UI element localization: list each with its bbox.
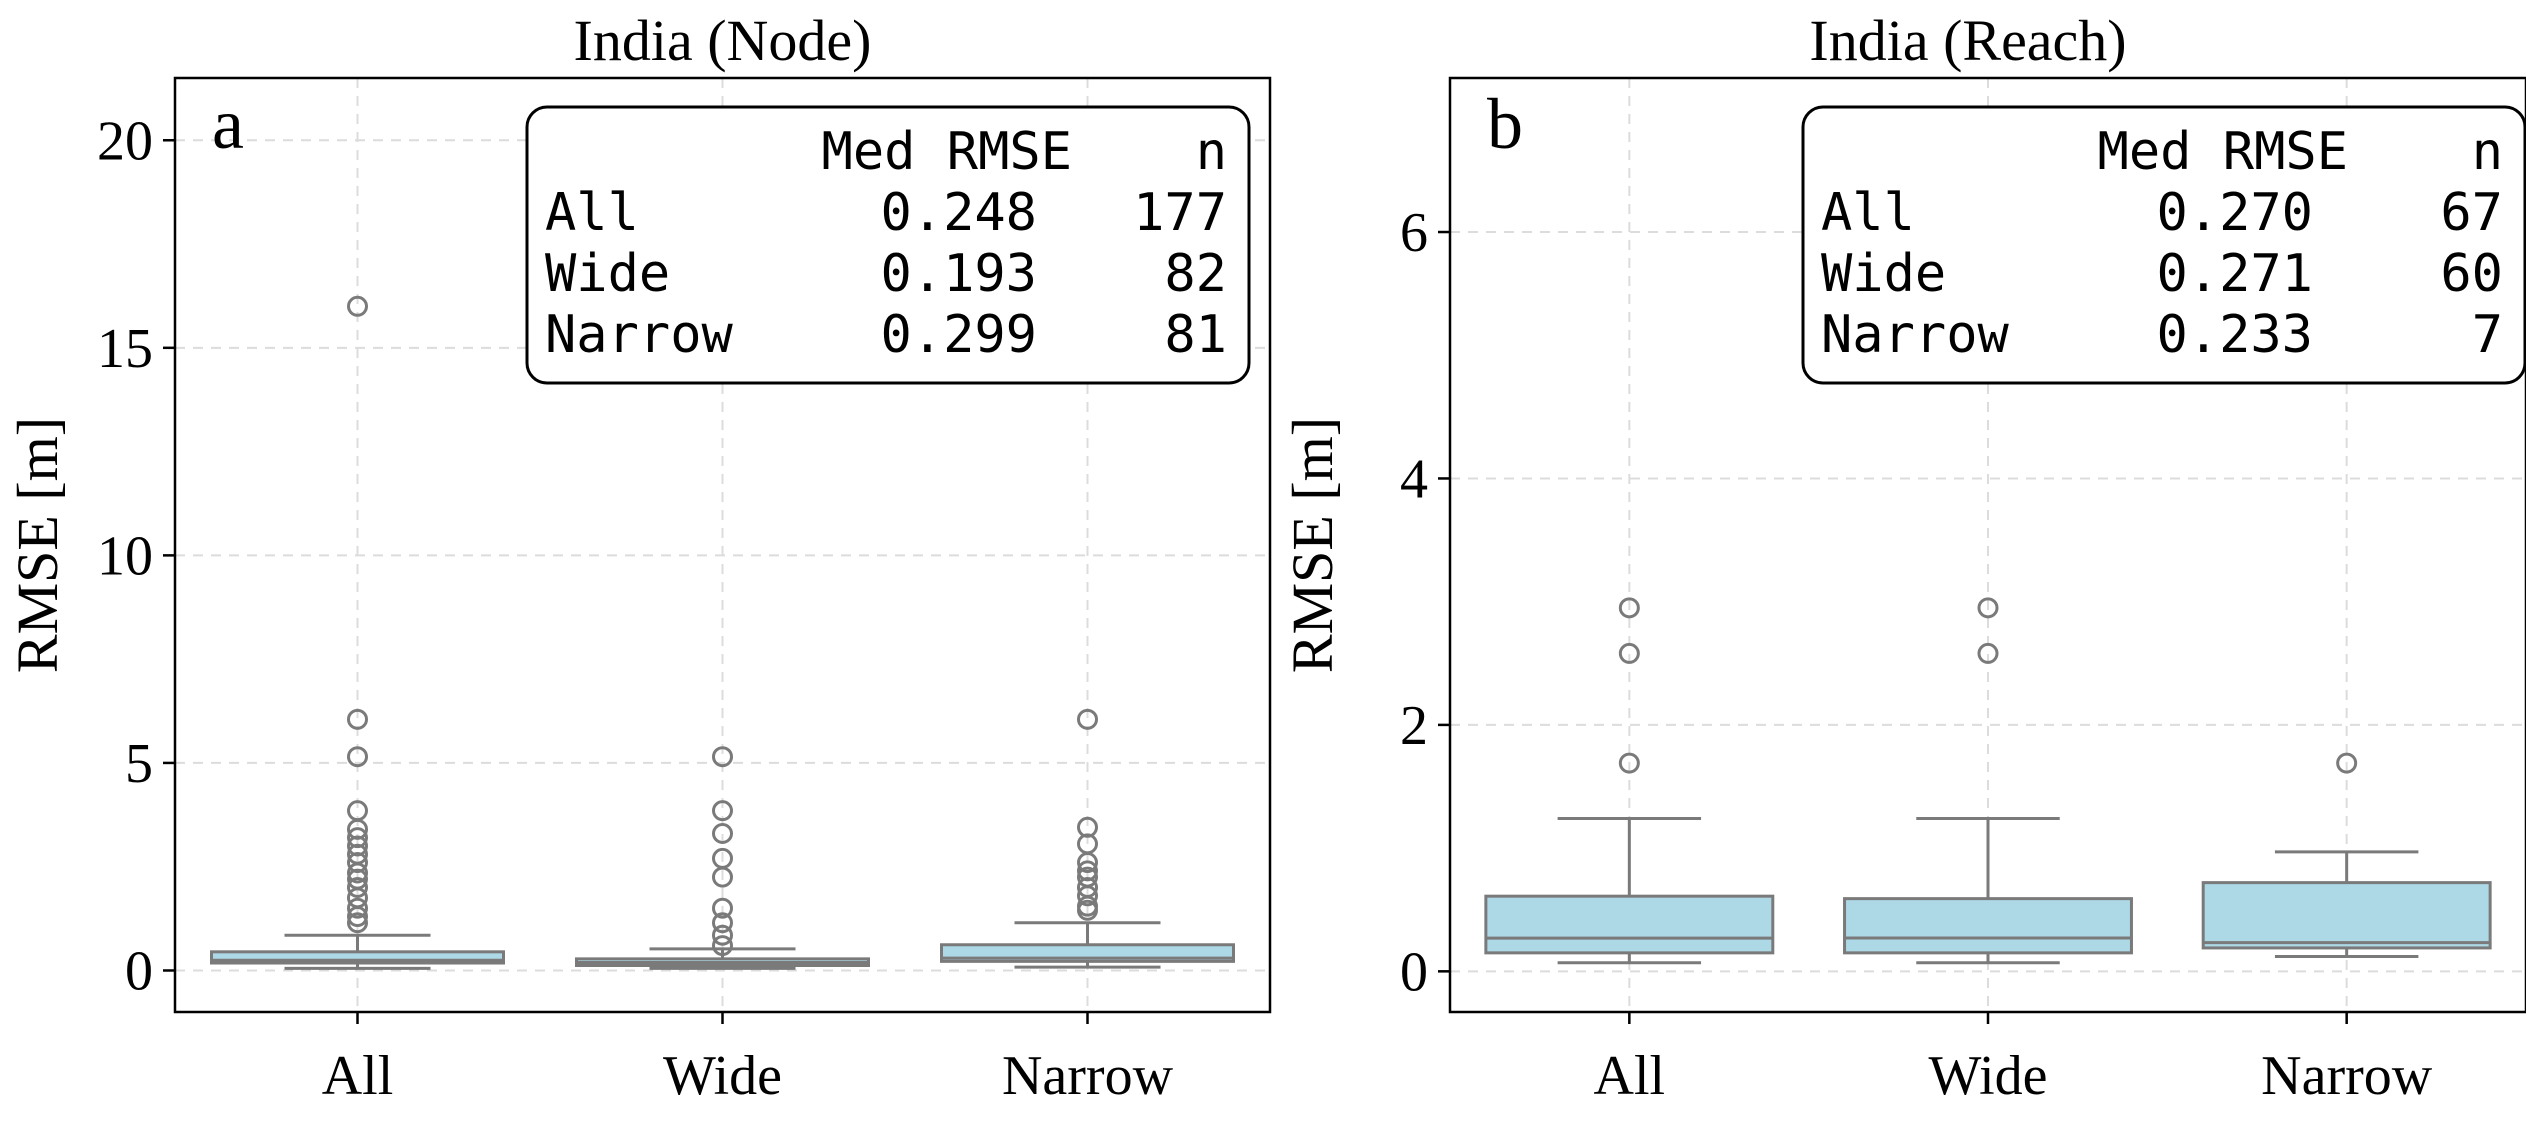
y-tick-label: 4: [1400, 448, 1428, 510]
legend-row-median: 0.270: [2156, 183, 2313, 243]
outlier-point: [1618, 642, 1640, 664]
outlier-point: [712, 912, 733, 934]
box-all: [1484, 894, 1775, 955]
outlier-point: [347, 708, 368, 730]
y-tick-label: 0: [1400, 941, 1428, 1003]
outlier-point: [347, 746, 368, 768]
legend-header-median: Med RMSE: [2098, 122, 2348, 182]
legend-row-name: Narrow: [1821, 305, 2010, 365]
chart-title: India (Node): [574, 8, 872, 73]
legend-box: [525, 105, 1251, 385]
y-tick-label: 0: [125, 940, 153, 1002]
outlier-point: [712, 935, 733, 957]
outlier-point: [712, 897, 733, 919]
legend-row-name: All: [1821, 183, 1915, 243]
x-tick-label: Wide: [1928, 1045, 2047, 1107]
y-tick-label: 5: [125, 733, 153, 795]
legend-header-median: Med RMSE: [822, 122, 1072, 182]
legend-row-median: 0.233: [2156, 305, 2313, 365]
panel-label: a: [212, 84, 244, 164]
x-tick-label: All: [1594, 1045, 1666, 1107]
legend-header-n: n: [2472, 122, 2503, 182]
outlier-point: [1977, 642, 1999, 664]
legend-row-n: 82: [1164, 244, 1227, 304]
y-axis-label: RMSE [m]: [5, 417, 70, 673]
outlier-point: [712, 924, 733, 946]
outlier-point: [1077, 708, 1098, 730]
outlier-point: [1077, 816, 1098, 838]
outlier-point: [347, 897, 368, 919]
panel-label: b: [1487, 84, 1523, 164]
legend-row-name: Narrow: [545, 305, 734, 365]
box-all: [210, 950, 505, 965]
outlier-point: [712, 746, 733, 768]
x-tick-label: Narrow: [2261, 1045, 2433, 1107]
legend-header-n: n: [1196, 122, 1227, 182]
y-axis-label: RMSE [m]: [1280, 417, 1345, 673]
outlier-point: [347, 912, 368, 934]
outlier-point: [712, 823, 733, 845]
y-tick-label: 10: [97, 525, 153, 587]
legend-row-n: 67: [2440, 183, 2503, 243]
outlier-point: [347, 827, 368, 849]
legend-row-n: 177: [1133, 183, 1227, 243]
outlier-point: [1618, 597, 1640, 619]
outlier-point: [1077, 860, 1098, 882]
outlier-point: [712, 847, 733, 869]
y-tick-label: 20: [97, 110, 153, 172]
legend-row-n: 7: [2472, 305, 2503, 365]
y-tick-label: 2: [1400, 695, 1428, 757]
outlier-point: [347, 295, 368, 317]
outlier-point: [1077, 866, 1098, 888]
legend-table: Med RMSE n All 0.248 177 Wide 0.193 82 Narrow 0.2…: [525, 105, 1251, 385]
outlier-point: [347, 876, 368, 898]
y-tick-label: 15: [97, 318, 153, 380]
x-tick-label: All: [322, 1045, 394, 1107]
legend-row-n: 60: [2440, 244, 2503, 304]
box-narrow: [2201, 881, 2492, 950]
x-tick-label: Narrow: [1002, 1045, 1174, 1107]
outlier-point: [1977, 597, 1999, 619]
y-tick-label: 6: [1400, 202, 1428, 264]
outlier-point: [712, 800, 733, 822]
legend-row-median: 0.248: [880, 183, 1037, 243]
legend-table: Med RMSE n All 0.270 67 Wide 0.271 60 Narrow 0.23…: [1801, 105, 2526, 385]
legend-row-median: 0.271: [2156, 244, 2313, 304]
legend-row-name: All: [545, 183, 639, 243]
legend-row-name: Wide: [1821, 244, 1946, 304]
legend-box: [1801, 105, 2526, 385]
x-tick-label: Wide: [663, 1045, 782, 1107]
legend-row-median: 0.299: [880, 305, 1037, 365]
chart-title: India (Reach): [1809, 8, 2126, 73]
outlier-point: [2336, 752, 2358, 774]
box-wide: [1843, 897, 2133, 955]
legend-row-median: 0.193: [880, 244, 1037, 304]
legend-row-name: Wide: [545, 244, 670, 304]
outlier-point: [1618, 752, 1640, 774]
outlier-point: [347, 800, 368, 822]
legend-row-n: 81: [1164, 305, 1227, 365]
